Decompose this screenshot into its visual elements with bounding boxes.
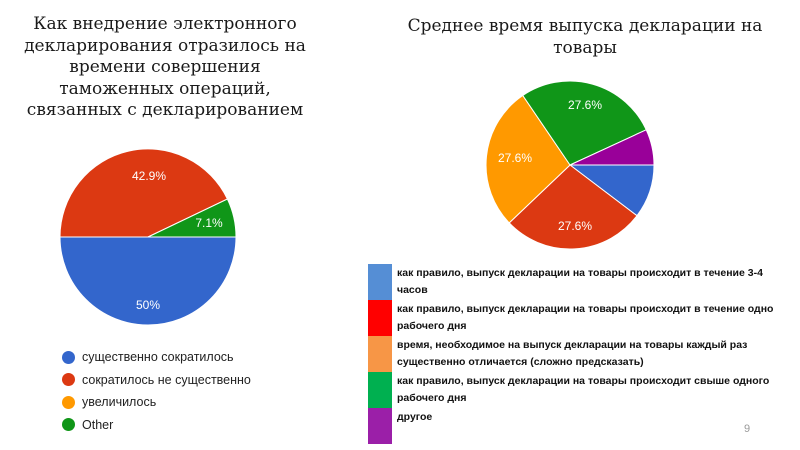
legend-dot-icon bbox=[62, 395, 75, 409]
left-label-red: 42.9% bbox=[132, 169, 166, 183]
right-legend-item: как правило, выпуск декларации на товары… bbox=[368, 264, 778, 300]
left-label-green: 7.1% bbox=[195, 216, 223, 230]
legend-dot-icon bbox=[62, 373, 75, 387]
legend-swatch-icon bbox=[368, 264, 392, 300]
right-slice-orange bbox=[485, 94, 571, 224]
right-legend-item: как правило, выпуск декларации на товары… bbox=[368, 372, 778, 408]
right-slice-red bbox=[508, 164, 638, 250]
legend-swatch-icon bbox=[368, 372, 392, 408]
right-legend-item: другое bbox=[368, 408, 778, 444]
left-legend-item: существенно сократилось bbox=[62, 346, 251, 369]
legend-label: как правило, выпуск декларации на товары… bbox=[397, 375, 770, 404]
legend-swatch-icon bbox=[368, 300, 392, 336]
left-legend-item: Other bbox=[62, 414, 251, 437]
right-label-orange: 27.6% bbox=[498, 151, 532, 165]
legend-label: как правило, выпуск декларации на товары… bbox=[397, 303, 774, 332]
left-slice-green bbox=[147, 198, 237, 238]
legend-label: Other bbox=[82, 417, 114, 432]
right-slice-purple bbox=[569, 129, 655, 166]
left-chart-legend: существенно сократилось сократилось не с… bbox=[62, 346, 251, 436]
right-chart-legend: как правило, выпуск декларации на товары… bbox=[368, 264, 778, 444]
legend-label: другое bbox=[397, 411, 433, 423]
legend-swatch-icon bbox=[368, 408, 392, 444]
legend-dot-icon bbox=[62, 418, 75, 432]
page-number: 9 bbox=[744, 423, 751, 435]
right-legend-item: время, необходимое на выпуск декларации … bbox=[368, 336, 778, 372]
right-label-green: 27.6% bbox=[568, 98, 602, 112]
left-legend-item: увеличилось bbox=[62, 391, 251, 414]
legend-swatch-icon bbox=[368, 336, 392, 372]
right-legend-item: как правило, выпуск декларации на товары… bbox=[368, 300, 778, 336]
legend-label: сократилось не существенно bbox=[82, 372, 251, 387]
legend-label: существенно сократилось bbox=[82, 350, 234, 365]
right-chart-title: Среднее время выпуска декларации на това… bbox=[407, 16, 763, 58]
left-label-blue: 50% bbox=[136, 298, 160, 312]
left-slice-blue bbox=[59, 236, 237, 326]
left-chart-title: Как внедрение электронного декларировани… bbox=[24, 14, 306, 120]
legend-label: как правило, выпуск декларации на товары… bbox=[397, 267, 763, 296]
right-label-red: 27.6% bbox=[558, 219, 592, 233]
left-legend-item: сократилось не существенно bbox=[62, 369, 251, 392]
left-slice-red bbox=[59, 148, 229, 238]
legend-label: время, необходимое на выпуск декларации … bbox=[397, 339, 748, 368]
legend-dot-icon bbox=[62, 350, 75, 364]
legend-label: увеличилось bbox=[82, 395, 157, 410]
